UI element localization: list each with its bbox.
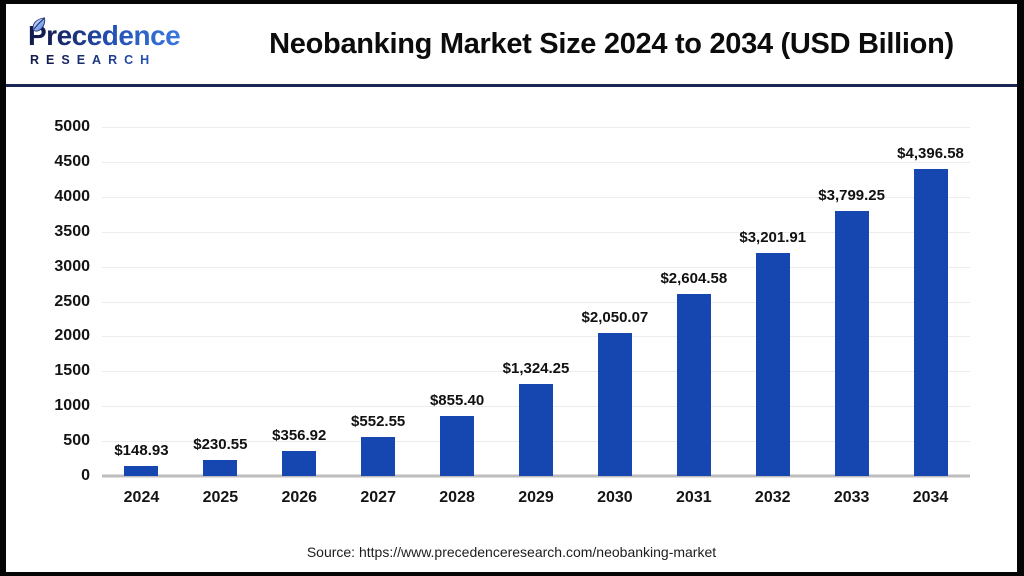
- bar-2034: [913, 169, 948, 476]
- gridline-2000: [102, 336, 970, 338]
- x-tick-label-2028: 2028: [439, 489, 475, 506]
- value-label-2030: $2,050.07: [581, 308, 649, 326]
- source-text: Source: https://www.precedenceresearch.c…: [306, 544, 717, 560]
- x-axis-line: [102, 474, 970, 478]
- x-tick-label-2025: 2025: [202, 489, 239, 506]
- gridline-1500: [102, 371, 970, 373]
- gridline-3000: [102, 266, 970, 268]
- value-label-2034: $4,396.58: [897, 145, 964, 163]
- x-tick-label-2026: 2026: [281, 489, 318, 506]
- y-tick-label-5000: 5000: [54, 118, 90, 135]
- gridline-3500: [102, 231, 970, 233]
- x-tick-label-2027: 2027: [360, 489, 396, 506]
- brand-logo: Precedence RESEARCH: [24, 16, 224, 67]
- y-tick-label-1000: 1000: [54, 397, 90, 415]
- gridline-2500: [102, 301, 970, 303]
- bar-2026: [282, 451, 317, 476]
- bar-2030: [597, 332, 632, 476]
- bar-2033: [834, 210, 869, 476]
- y-tick-label-4500: 4500: [54, 152, 90, 170]
- chart-title: Neobanking Market Size 2024 to 2034 (USD…: [269, 27, 954, 60]
- value-label-2031: $2,604.58: [660, 270, 728, 288]
- brand-name-row: Precedence: [28, 16, 224, 51]
- value-label-2025: $230.55: [193, 435, 248, 453]
- bar-2032: [755, 252, 790, 476]
- x-tick-label-2029: 2029: [518, 489, 554, 506]
- y-tick-label-500: 500: [63, 432, 90, 450]
- bar-2031: [676, 294, 711, 476]
- y-tick-label-3000: 3000: [54, 257, 90, 275]
- x-tick-label-2034: 2034: [912, 489, 949, 506]
- value-label-2029: $1,324.25: [502, 359, 570, 377]
- gridline-4500: [102, 161, 970, 163]
- brand-name: Precedence: [28, 19, 181, 51]
- x-tick-label-2032: 2032: [754, 489, 791, 506]
- x-tick-label-2033: 2033: [833, 489, 870, 506]
- bar-2029: [519, 383, 553, 476]
- y-tick-label-0: 0: [81, 467, 90, 484]
- value-label-2027: $552.55: [351, 413, 406, 431]
- x-tick-label-2024: 2024: [123, 489, 160, 506]
- chart-area: 0 500 1000 1500 2000 2500 3000 3500 4000 4500 5000…: [6, 87, 1017, 572]
- y-tick-label-2500: 2500: [54, 292, 90, 310]
- gridline-5000: [102, 127, 970, 128]
- gridline-4000: [102, 196, 970, 198]
- value-label-2028: $855.40: [429, 392, 485, 410]
- x-tick-label-2030: 2030: [597, 489, 633, 506]
- value-label-2032: $3,201.91: [739, 228, 807, 246]
- x-tick-label-2031: 2031: [676, 489, 712, 506]
- bar-2024: [124, 465, 159, 476]
- brand-subtitle: RESEARCH: [28, 53, 224, 67]
- value-label-2033: $3,799.25: [818, 186, 885, 204]
- bar-2025: [203, 459, 238, 476]
- bar-2027: [361, 437, 396, 476]
- value-label-2024: $148.93: [114, 441, 169, 459]
- header: Precedence RESEARCH Neobanking Market Si…: [6, 4, 1017, 87]
- y-tick-label-1500: 1500: [54, 362, 90, 380]
- plot-area: 0 500 1000 1500 2000 2500 3000 3500 4000 4500 5000…: [54, 118, 970, 506]
- y-tick-label-2000: 2000: [54, 327, 90, 345]
- value-label-2026: $356.92: [272, 427, 327, 445]
- y-tick-label-4000: 4000: [54, 187, 90, 205]
- y-tick-label-3500: 3500: [54, 222, 90, 240]
- bar-2028: [440, 416, 475, 476]
